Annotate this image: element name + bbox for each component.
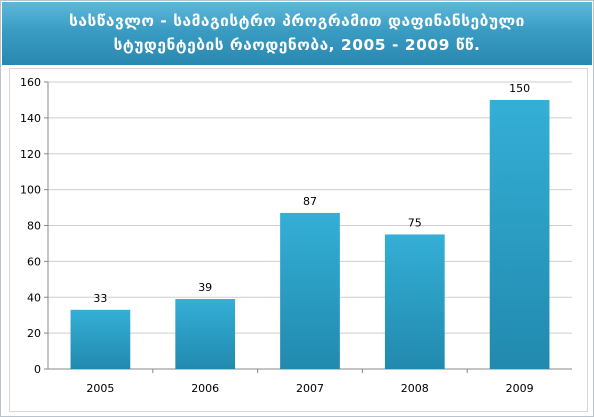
bar — [489, 99, 550, 369]
chart-title-line-2: სტუდენტების რაოდენობა, 2005 - 2009 წწ. — [113, 36, 481, 54]
y-tick-label: 40 — [27, 291, 41, 304]
y-tick-label: 140 — [20, 112, 41, 125]
chart-header: სასწავლო - სამაგისტრო პროგრამით დაფინანს… — [2, 2, 592, 65]
y-tick-label: 0 — [34, 363, 41, 376]
y-tick-label: 120 — [20, 148, 41, 161]
y-tick-label: 160 — [20, 76, 41, 89]
data-label: 87 — [303, 195, 317, 208]
y-tick-label: 80 — [27, 220, 41, 233]
data-label: 33 — [93, 292, 107, 305]
data-label: 75 — [408, 216, 422, 229]
data-label: 39 — [198, 281, 212, 294]
bar — [175, 299, 236, 369]
x-tick-label: 2005 — [86, 382, 114, 395]
y-tick-label: 60 — [27, 255, 41, 268]
bar — [70, 309, 131, 369]
chart-title-line-1: სასწავლო - სამაგისტრო პროგრამით დაფინანს… — [69, 12, 525, 30]
x-tick-label: 2008 — [401, 382, 429, 395]
data-label: 150 — [509, 82, 530, 95]
x-tick-label: 2006 — [191, 382, 219, 395]
x-tick-label: 2009 — [506, 382, 534, 395]
x-tick-label: 2007 — [296, 382, 324, 395]
y-tick-label: 20 — [27, 327, 41, 340]
bar — [280, 212, 340, 369]
y-tick-label: 100 — [20, 184, 41, 197]
bar — [384, 234, 445, 369]
